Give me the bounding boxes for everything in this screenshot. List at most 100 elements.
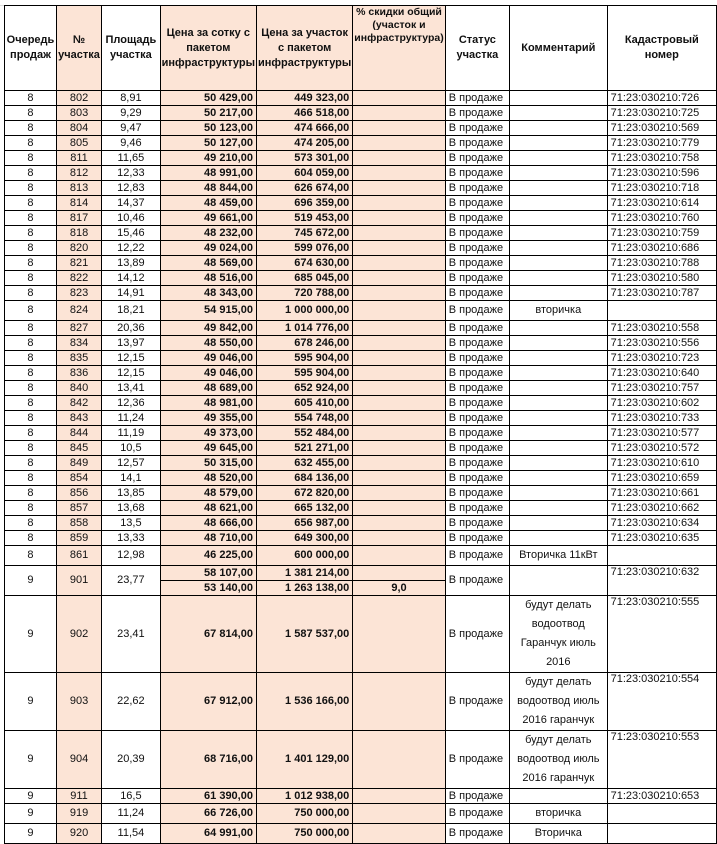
price-per-sotka-cell[interactable]: 49 024,00 — [159, 240, 257, 256]
cadastral-cell[interactable]: 71:23:030210:634 — [606, 515, 717, 531]
area-cell[interactable]: 12,33 — [101, 165, 161, 181]
queue-cell[interactable]: 8 — [4, 285, 57, 301]
price-per-sotka-cell[interactable]: 49 355,00 — [159, 410, 257, 426]
cadastral-cell[interactable]: 71:23:030210:632 — [606, 565, 717, 596]
comment-cell[interactable] — [509, 90, 608, 106]
price-per-sotka-cell[interactable]: 48 569,00 — [159, 255, 257, 271]
area-cell[interactable]: 11,19 — [101, 425, 161, 441]
area-cell[interactable]: 10,46 — [101, 210, 161, 226]
comment-cell[interactable] — [509, 515, 608, 531]
queue-cell[interactable]: 8 — [4, 195, 57, 211]
comment-cell[interactable] — [509, 485, 608, 501]
comment-cell[interactable] — [509, 180, 608, 196]
price-per-plot-cell[interactable]: 696 359,00 — [255, 195, 354, 211]
comment-cell[interactable] — [509, 270, 608, 286]
status-cell[interactable]: В продаже — [444, 410, 511, 426]
status-cell[interactable]: В продаже — [444, 210, 511, 226]
price-per-plot-cell[interactable]: 474 205,00 — [255, 135, 354, 151]
cadastral-cell[interactable]: 71:23:030210:577 — [606, 425, 717, 441]
area-cell[interactable]: 12,22 — [101, 240, 161, 256]
cadastral-cell[interactable]: 71:23:030210:640 — [606, 365, 717, 381]
cadastral-cell[interactable]: 71:23:030210:733 — [606, 410, 717, 426]
plot-number-cell[interactable]: 803 — [55, 105, 103, 121]
comment-cell[interactable] — [509, 150, 608, 166]
queue-cell[interactable]: 9 — [4, 823, 57, 844]
plot-number-cell[interactable]: 827 — [55, 320, 103, 336]
cadastral-cell[interactable]: 71:23:030210:788 — [606, 255, 717, 271]
cadastral-cell[interactable]: 71:23:030210:610 — [606, 455, 717, 471]
queue-cell[interactable]: 8 — [4, 150, 57, 166]
comment-cell[interactable]: будут делать водоотвод Гаранчук июль 201… — [509, 595, 608, 673]
area-cell[interactable]: 14,12 — [101, 270, 161, 286]
price-per-sotka-cell[interactable]: 48 550,00 — [159, 335, 257, 351]
plot-number-cell[interactable]: 857 — [55, 500, 103, 516]
discount-cell[interactable] — [352, 410, 446, 426]
discount-cell[interactable] — [352, 395, 446, 411]
discount-cell[interactable] — [352, 425, 446, 441]
cadastral-cell[interactable]: 71:23:030210:653 — [606, 788, 717, 804]
area-cell[interactable]: 9,46 — [101, 135, 161, 151]
cadastral-cell[interactable]: 71:23:030210:596 — [606, 165, 717, 181]
discount-cell[interactable] — [352, 135, 446, 151]
price-per-plot-cell[interactable]: 750 000,00 — [255, 803, 354, 824]
queue-cell[interactable]: 8 — [4, 135, 57, 151]
area-cell[interactable]: 22,62 — [101, 672, 161, 731]
price-per-plot-cell[interactable]: 554 748,00 — [255, 410, 354, 426]
plot-number-cell[interactable]: 820 — [55, 240, 103, 256]
price-per-sotka-cell[interactable]: 50 123,00 — [159, 120, 257, 136]
cadastral-cell[interactable]: 71:23:030210:759 — [606, 225, 717, 241]
status-cell[interactable]: В продаже — [444, 365, 511, 381]
price-per-sotka-cell[interactable]: 49 046,00 — [159, 350, 257, 366]
plot-number-cell[interactable]: 817 — [55, 210, 103, 226]
area-cell[interactable]: 13,97 — [101, 335, 161, 351]
status-cell[interactable]: В продаже — [444, 195, 511, 211]
discount-cell[interactable]: 9,0 — [352, 580, 446, 596]
discount-cell[interactable] — [352, 255, 446, 271]
discount-cell[interactable] — [352, 90, 446, 106]
price-per-plot-cell[interactable]: 521 271,00 — [255, 440, 354, 456]
comment-cell[interactable] — [509, 350, 608, 366]
area-cell[interactable]: 12,83 — [101, 180, 161, 196]
discount-cell[interactable] — [352, 180, 446, 196]
comment-cell[interactable] — [509, 410, 608, 426]
queue-cell[interactable]: 8 — [4, 105, 57, 121]
status-cell[interactable]: В продаже — [444, 165, 511, 181]
queue-cell[interactable]: 8 — [4, 240, 57, 256]
price-per-sotka-cell[interactable]: 48 343,00 — [159, 285, 257, 301]
price-per-sotka-cell[interactable]: 48 981,00 — [159, 395, 257, 411]
comment-cell[interactable] — [509, 395, 608, 411]
plot-number-cell[interactable]: 920 — [55, 823, 103, 844]
plot-number-cell[interactable]: 834 — [55, 335, 103, 351]
price-per-plot-cell[interactable]: 750 000,00 — [255, 823, 354, 844]
status-cell[interactable]: В продаже — [444, 380, 511, 396]
cadastral-cell[interactable]: 71:23:030210:686 — [606, 240, 717, 256]
queue-cell[interactable]: 8 — [4, 425, 57, 441]
price-per-sotka-cell[interactable]: 46 225,00 — [159, 545, 257, 566]
discount-cell[interactable] — [352, 595, 446, 673]
area-cell[interactable]: 14,1 — [101, 470, 161, 486]
area-cell[interactable]: 13,41 — [101, 380, 161, 396]
status-cell[interactable]: В продаже — [444, 545, 511, 566]
cadastral-cell[interactable]: 71:23:030210:757 — [606, 380, 717, 396]
discount-cell[interactable] — [352, 270, 446, 286]
price-per-plot-cell[interactable]: 595 904,00 — [255, 350, 354, 366]
queue-cell[interactable]: 8 — [4, 225, 57, 241]
discount-cell[interactable] — [352, 530, 446, 546]
queue-cell[interactable]: 8 — [4, 515, 57, 531]
cadastral-cell[interactable]: 71:23:030210:779 — [606, 135, 717, 151]
price-per-plot-cell[interactable]: 649 300,00 — [255, 530, 354, 546]
status-cell[interactable]: В продаже — [444, 672, 511, 731]
comment-cell[interactable] — [509, 380, 608, 396]
plot-number-cell[interactable]: 844 — [55, 425, 103, 441]
comment-cell[interactable] — [509, 210, 608, 226]
price-per-sotka-cell[interactable]: 66 726,00 — [159, 803, 257, 824]
area-cell[interactable]: 15,46 — [101, 225, 161, 241]
price-per-plot-cell[interactable]: 466 518,00 — [255, 105, 354, 121]
price-per-plot-cell[interactable]: 632 455,00 — [255, 455, 354, 471]
comment-cell[interactable] — [509, 365, 608, 381]
discount-cell[interactable] — [352, 320, 446, 336]
plot-number-cell[interactable]: 858 — [55, 515, 103, 531]
comment-cell[interactable] — [509, 565, 608, 596]
status-cell[interactable]: В продаже — [444, 440, 511, 456]
price-per-plot-cell[interactable]: 1 000 000,00 — [255, 300, 354, 321]
